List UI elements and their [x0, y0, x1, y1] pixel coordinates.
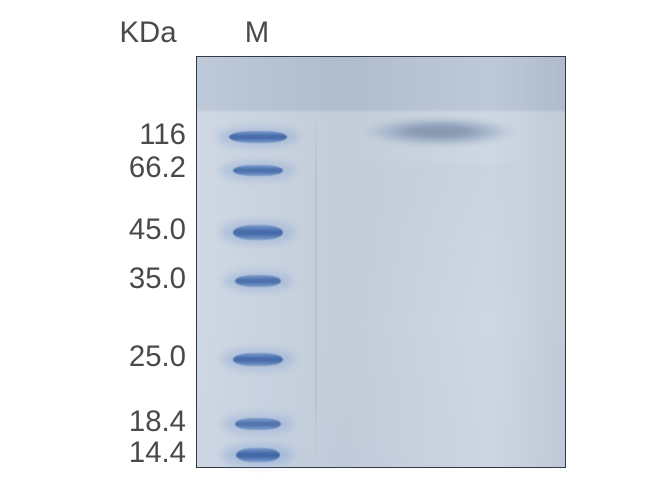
marker-band [229, 275, 287, 287]
kda-label: 18.4 [106, 405, 186, 439]
kda-label: 45.0 [106, 213, 186, 247]
axis-unit-label: KDa [108, 16, 188, 50]
marker-band [226, 225, 290, 240]
sample-protein-band [357, 119, 521, 147]
marker-band [227, 353, 289, 366]
kda-label: 14.4 [106, 436, 186, 470]
marker-band [226, 165, 290, 176]
kda-label: 25.0 [106, 340, 186, 374]
marker-band [228, 418, 288, 430]
kda-label: 116 [106, 118, 186, 152]
sample-smear [364, 165, 514, 317]
gel-frame [196, 56, 566, 468]
marker-lane-label: M [237, 16, 277, 50]
kda-label: 66.2 [106, 151, 186, 185]
marker-band [223, 131, 293, 143]
kda-label: 35.0 [106, 262, 186, 296]
lane-divider [315, 105, 317, 467]
marker-band [228, 448, 288, 462]
